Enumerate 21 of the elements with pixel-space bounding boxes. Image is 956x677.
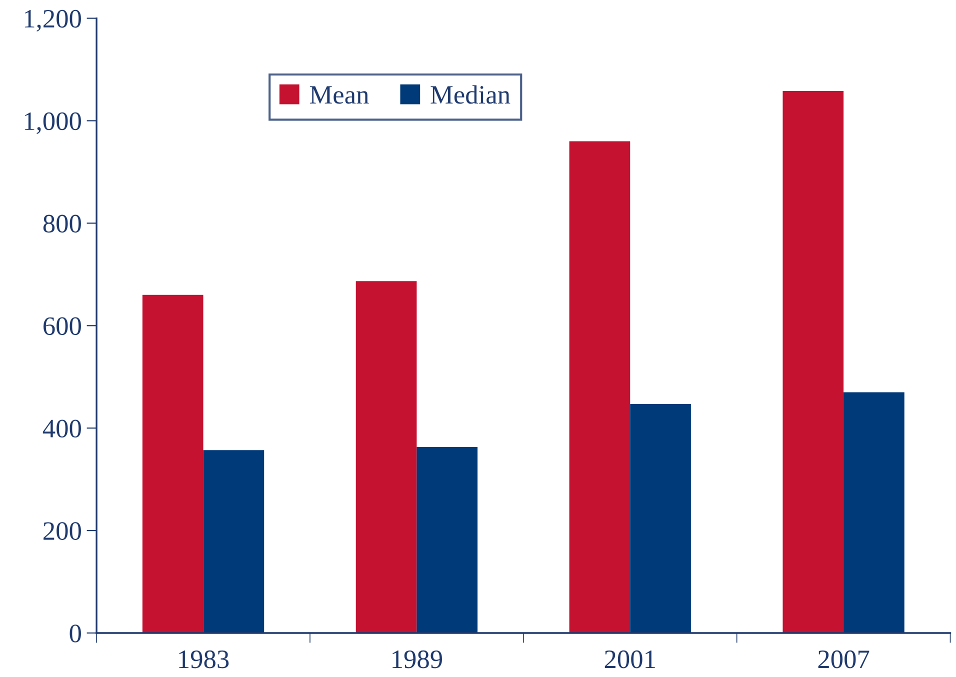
x-tick-label: 2001 <box>604 650 655 668</box>
y-tick-label: 800 <box>43 214 81 233</box>
y-tick-label: 200 <box>44 522 81 540</box>
x-tick-label: 1989 <box>392 650 442 668</box>
bar <box>203 450 264 633</box>
bar <box>844 392 904 633</box>
y-tick-label: 600 <box>44 317 81 336</box>
bar <box>569 141 630 633</box>
bar <box>630 404 691 633</box>
y-tick-label: 0 <box>70 624 81 642</box>
y-tick-label: 1,200 <box>24 10 81 32</box>
x-tick-label: 1983 <box>179 650 229 668</box>
bar <box>142 294 204 633</box>
bar <box>782 91 844 633</box>
bar <box>356 281 417 633</box>
y-tick-label: 400 <box>42 420 81 438</box>
legend-label: Mean <box>310 86 369 104</box>
bar <box>416 447 478 633</box>
y-tick-label: 1,000 <box>24 112 81 134</box>
legend-label: Median <box>430 85 510 104</box>
x-tick-label: 2007 <box>818 650 870 668</box>
